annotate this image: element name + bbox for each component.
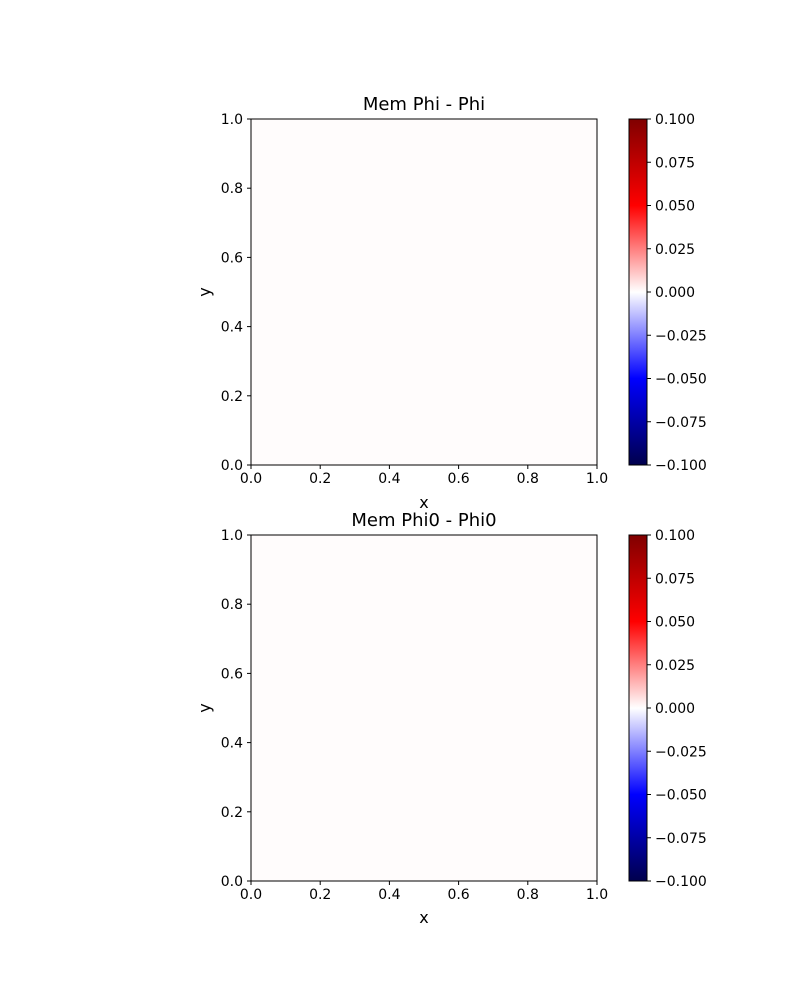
panel-1: Mem Phi - Phi 0.0 0.2 0.4 0.6 0.8 1.0 0.00.20… xyxy=(195,94,707,512)
heatmap-area xyxy=(251,535,597,881)
x-tick-label: 0.4 xyxy=(378,471,400,487)
y-tick-label: 0.2 xyxy=(221,805,243,821)
x-tick-label: 0.0 xyxy=(240,887,262,903)
plot-frame xyxy=(250,118,598,466)
y-tick-label: 0.4 xyxy=(221,320,243,336)
colorbar-tick-label: −0.025 xyxy=(655,744,707,760)
x-axis-label: x xyxy=(419,908,428,927)
x-axis-label: x xyxy=(419,493,428,512)
y-axis: 0.0 0.2 0.4 0.6 0.8 1.0 xyxy=(221,528,251,890)
x-tick-label: 0.4 xyxy=(378,887,400,903)
panel-2: Mem Phi0 - Phi0 0.0 0.2 0.4 0.6 0.8 1.0 0.00.… xyxy=(195,510,707,927)
colorbar-tick-label: −0.050 xyxy=(655,788,707,804)
y-tick-label: 0.4 xyxy=(221,736,243,752)
colorbar-axis: −0.100 −0.075 −0.050 −0.025 0.000 0.025 0.050 0… xyxy=(647,112,707,474)
colorbar-tick-label: 0.100 xyxy=(655,528,695,544)
x-tick-label: 1.0 xyxy=(586,471,608,487)
colorbar-tick-label: −0.025 xyxy=(655,328,707,344)
heatmap-area xyxy=(251,119,597,465)
x-tick-label: 0.6 xyxy=(447,887,469,903)
colorbar-tick-label: −0.100 xyxy=(655,458,707,474)
y-axis: 0.0 0.2 0.4 0.6 0.8 1.0 xyxy=(221,112,251,474)
x-tick-label: 0.2 xyxy=(309,471,331,487)
x-tick-label: 0.0 xyxy=(240,471,262,487)
x-axis: 0.0 0.2 0.4 0.6 0.8 1.0 xyxy=(240,881,608,903)
y-tick-label: 0.0 xyxy=(221,874,243,890)
colorbar-tick-label: 0.000 xyxy=(655,701,695,717)
colorbar-tick-label: 0.025 xyxy=(655,242,695,258)
colorbar-tick-label: −0.075 xyxy=(655,831,707,847)
colorbar-tick-label: −0.050 xyxy=(655,372,707,388)
y-axis-label: y xyxy=(195,287,214,296)
colorbar-axis: −0.100 −0.075 −0.050 −0.025 0.000 0.025 0.050 0… xyxy=(647,528,707,890)
x-tick-label: 0.8 xyxy=(517,471,539,487)
y-tick-label: 0.8 xyxy=(221,181,243,197)
colorbar xyxy=(628,118,648,466)
colorbar xyxy=(628,534,648,882)
colorbar-tick-label: 0.000 xyxy=(655,285,695,301)
plot-title: Mem Phi0 - Phi0 xyxy=(351,510,496,531)
x-axis: 0.0 0.2 0.4 0.6 0.8 1.0 xyxy=(240,465,608,487)
y-tick-label: 0.6 xyxy=(221,250,243,266)
x-tick-label: 0.8 xyxy=(517,887,539,903)
colorbar-tick-label: 0.025 xyxy=(655,658,695,674)
colorbar-tick-label: 0.075 xyxy=(655,571,695,587)
y-tick-label: 0.6 xyxy=(221,666,243,682)
x-tick-label: 1.0 xyxy=(586,887,608,903)
x-tick-label: 0.6 xyxy=(447,471,469,487)
y-tick-label: 0.2 xyxy=(221,389,243,405)
plot-title: Mem Phi - Phi xyxy=(363,94,485,115)
colorbar-tick-label: 0.075 xyxy=(655,155,695,171)
colorbar-tick-label: −0.100 xyxy=(655,874,707,890)
colorbar-tick-label: 0.050 xyxy=(655,199,695,215)
x-tick-label: 0.2 xyxy=(309,887,331,903)
plot-frame xyxy=(250,534,598,882)
y-axis-label: y xyxy=(195,703,214,712)
y-tick-label: 0.8 xyxy=(221,597,243,613)
y-tick-label: 1.0 xyxy=(221,528,243,544)
y-tick-label: 1.0 xyxy=(221,112,243,128)
colorbar-tick-label: 0.050 xyxy=(655,615,695,631)
y-tick-label: 0.0 xyxy=(221,458,243,474)
colorbar-tick-label: 0.100 xyxy=(655,112,695,128)
colorbar-tick-label: −0.075 xyxy=(655,415,707,431)
